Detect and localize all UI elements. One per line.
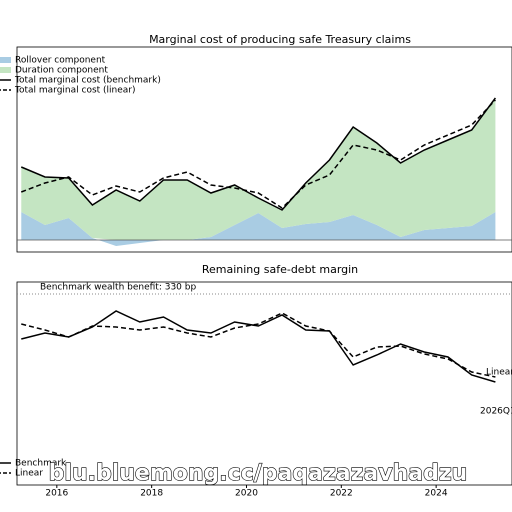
plot-frame [16, 46, 512, 253]
legend-label: Total marginal cost (benchmark) [14, 76, 161, 86]
x-tick-label: 2024 [425, 489, 448, 499]
series-line [21, 312, 496, 378]
x-tick-label: 2022 [330, 489, 353, 499]
area-rollover [21, 212, 496, 246]
series-line [21, 99, 496, 209]
legend-label: Linear [15, 469, 43, 479]
legend-label: Rollover component [15, 56, 106, 66]
watermark: blu.bluemong.cc/paqazazavhadzu [49, 461, 468, 486]
annotation: Linear: [486, 368, 512, 378]
legend-label: Total marginal cost (linear) [14, 86, 136, 96]
legend-swatch [0, 57, 11, 63]
plot-area [17, 293, 512, 383]
legend-label: Benchmark [15, 459, 67, 469]
legend-label: Duration component [15, 66, 108, 76]
series-line [21, 310, 496, 383]
plot-frame [16, 281, 512, 486]
plot-area [17, 97, 512, 246]
annotation: 2026Q1: [480, 407, 512, 417]
legend-swatch [0, 67, 11, 73]
x-tick-label: 2016 [45, 489, 68, 499]
chart-title: Remaining safe-debt margin [202, 263, 358, 276]
chart-title: Marginal cost of producing safe Treasury… [149, 33, 411, 46]
series-line [20, 97, 497, 211]
x-tick-label: 2018 [140, 489, 163, 499]
area-duration [21, 98, 496, 240]
annotation: Benchmark wealth benefit: 330 bp [40, 283, 196, 293]
x-tick-label: 2020 [235, 489, 258, 499]
